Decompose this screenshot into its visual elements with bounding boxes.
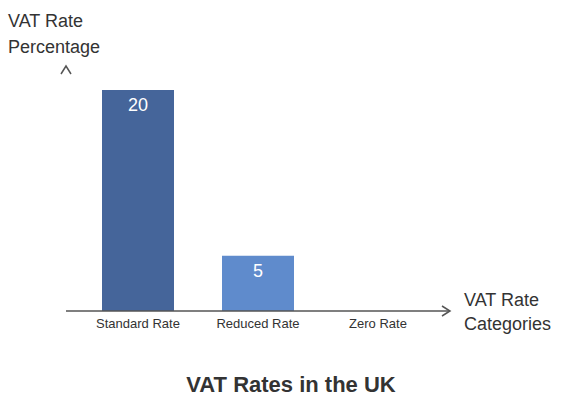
svg-text:Zero Rate: Zero Rate — [349, 316, 407, 331]
html-text:VAT Rate Categories: VAT Rate Categories — [464, 290, 551, 334]
svg-text:20: 20 — [128, 95, 148, 115]
svg-text:Standard Rate: Standard Rate — [96, 316, 180, 331]
html-text:VAT Rates in the UK: VAT Rates in the UK — [186, 372, 396, 397]
html-text:VAT Rate Percentage: VAT Rate Percentage — [8, 11, 101, 57]
svg-text:Reduced Rate: Reduced Rate — [216, 316, 299, 331]
svg-text:5: 5 — [253, 261, 263, 281]
